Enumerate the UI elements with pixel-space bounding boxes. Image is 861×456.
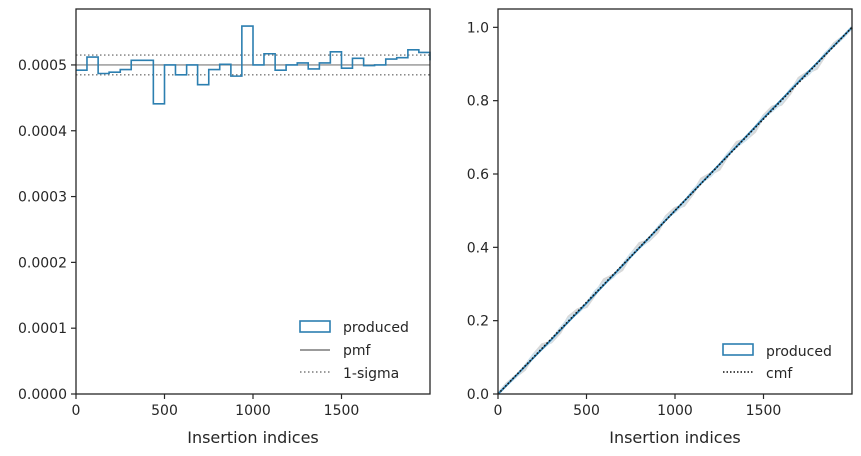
legend-label-cmf: cmf bbox=[766, 366, 793, 382]
y-tick-label: 0.0000 bbox=[18, 387, 67, 403]
cumulative-panel: 0 500 1000 1500 0.0 0.2 0.4 0.6 0.8 1.0 Insertion… bbox=[467, 8, 854, 447]
y-tick-label: 0.0001 bbox=[18, 321, 67, 337]
y-tick-label: 0.0 bbox=[467, 387, 489, 403]
x-tick-label: 1500 bbox=[324, 403, 360, 419]
histogram-x-axis-label: Insertion indices bbox=[187, 428, 319, 447]
legend-label-1-sigma: 1-sigma bbox=[343, 366, 399, 382]
y-tick-label: 0.2 bbox=[467, 314, 489, 330]
x-tick-label: 1500 bbox=[746, 403, 782, 419]
cumulative-axes-frame bbox=[497, 8, 853, 395]
x-tick-label: 0 bbox=[72, 403, 81, 419]
y-tick-label: 0.6 bbox=[467, 167, 489, 183]
y-tick-label: 0.0005 bbox=[18, 58, 67, 74]
x-tick-label: 0 bbox=[494, 403, 503, 419]
produced-step-line bbox=[76, 25, 431, 105]
y-tick-label: 0.0004 bbox=[18, 124, 67, 140]
legend-swatch-produced bbox=[722, 343, 754, 356]
x-tick-label: 500 bbox=[151, 403, 178, 419]
legend-swatch-produced bbox=[299, 320, 331, 333]
histogram-axes-frame bbox=[75, 8, 431, 395]
y-tick-label: 0.4 bbox=[467, 240, 489, 256]
legend-label-produced: produced bbox=[343, 320, 409, 336]
cumulative-marks bbox=[496, 26, 854, 396]
histogram-panel: 0 500 1000 1500 0.0000 0.0001 0.0002 0.0003 0.00… bbox=[18, 8, 431, 447]
y-tick-label: 0.0002 bbox=[18, 255, 67, 271]
cumulative-ticks: 0 500 1000 1500 0.0 0.2 0.4 0.6 0.8 1.0 bbox=[467, 20, 782, 419]
cumulative-legend: produced cmf bbox=[722, 343, 832, 382]
x-tick-label: 500 bbox=[573, 403, 600, 419]
y-tick-label: 1.0 bbox=[467, 20, 489, 36]
y-tick-label: 0.8 bbox=[467, 94, 489, 110]
y-tick-label: 0.0003 bbox=[18, 190, 67, 206]
x-tick-label: 1000 bbox=[657, 403, 693, 419]
series-line-cmf bbox=[497, 26, 853, 395]
cumulative-x-axis-label: Insertion indices bbox=[609, 428, 741, 447]
legend-label-produced: produced bbox=[766, 344, 832, 360]
histogram-ticks: 0 500 1000 1500 0.0000 0.0001 0.0002 0.0003 0.00… bbox=[18, 58, 359, 419]
x-tick-label: 1000 bbox=[235, 403, 271, 419]
histogram-legend: produced pmf 1-sigma bbox=[299, 320, 409, 382]
series-line-produced bbox=[497, 26, 853, 395]
legend-label-pmf: pmf bbox=[343, 343, 372, 359]
histogram-marks bbox=[76, 25, 431, 105]
